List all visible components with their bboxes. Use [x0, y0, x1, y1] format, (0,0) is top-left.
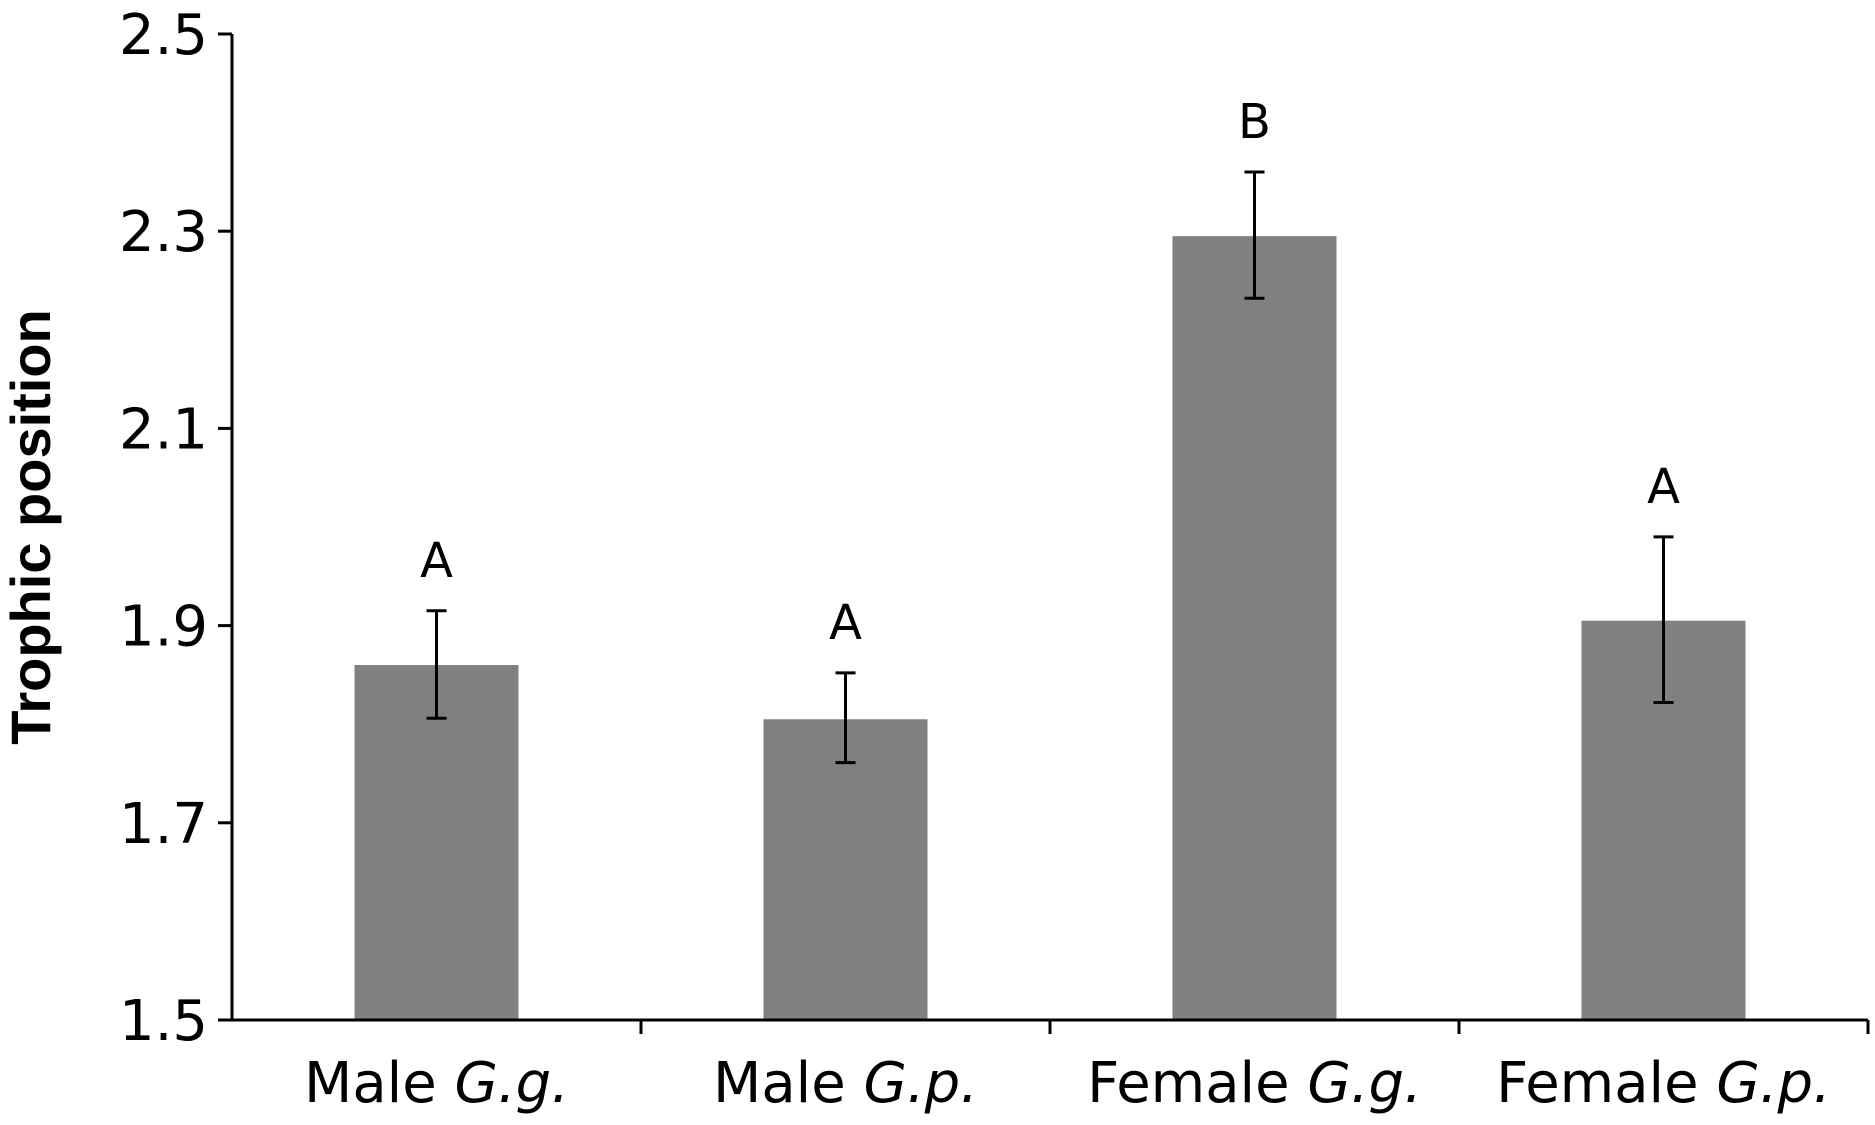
labels-layer: A A B A 1.5 1.7 1.9 2.1 2.3 2.5 Male G.g. Male G.p.… — [119, 3, 1831, 1116]
significance-label-4: A — [1647, 459, 1680, 515]
bars-layer — [354, 236, 1746, 1020]
x-tick-label-2: Male G.p. — [713, 1051, 978, 1116]
error-bar-2 — [835, 671, 856, 765]
y-tick-label-3: 1.9 — [119, 595, 208, 660]
error-bar-4 — [1653, 535, 1674, 705]
significance-label-2: A — [829, 595, 862, 651]
error-bar-1 — [426, 609, 447, 720]
y-tick-label-6: 2.5 — [119, 3, 208, 68]
error-bar-3 — [1244, 170, 1265, 300]
bar-3 — [1172, 236, 1337, 1020]
x-tick-label-4: Female G.p. — [1496, 1051, 1831, 1116]
y-tick-label-2: 1.7 — [119, 792, 208, 857]
error-bars-layer — [426, 170, 1674, 765]
axes-layer — [218, 32, 1870, 1034]
x-tick-label-3: Female G.g. — [1087, 1051, 1422, 1116]
y-axis-title: Trophic position — [0, 309, 62, 745]
y-tick-label-1: 1.5 — [119, 989, 208, 1054]
significance-label-1: A — [420, 533, 453, 589]
x-tick-label-1: Male G.g. — [304, 1051, 569, 1116]
significance-label-3: B — [1238, 94, 1271, 150]
y-tick-label-4: 2.1 — [119, 397, 208, 462]
y-tick-label-5: 2.3 — [119, 200, 208, 265]
bar-2 — [763, 719, 928, 1020]
bar-1 — [354, 665, 519, 1020]
